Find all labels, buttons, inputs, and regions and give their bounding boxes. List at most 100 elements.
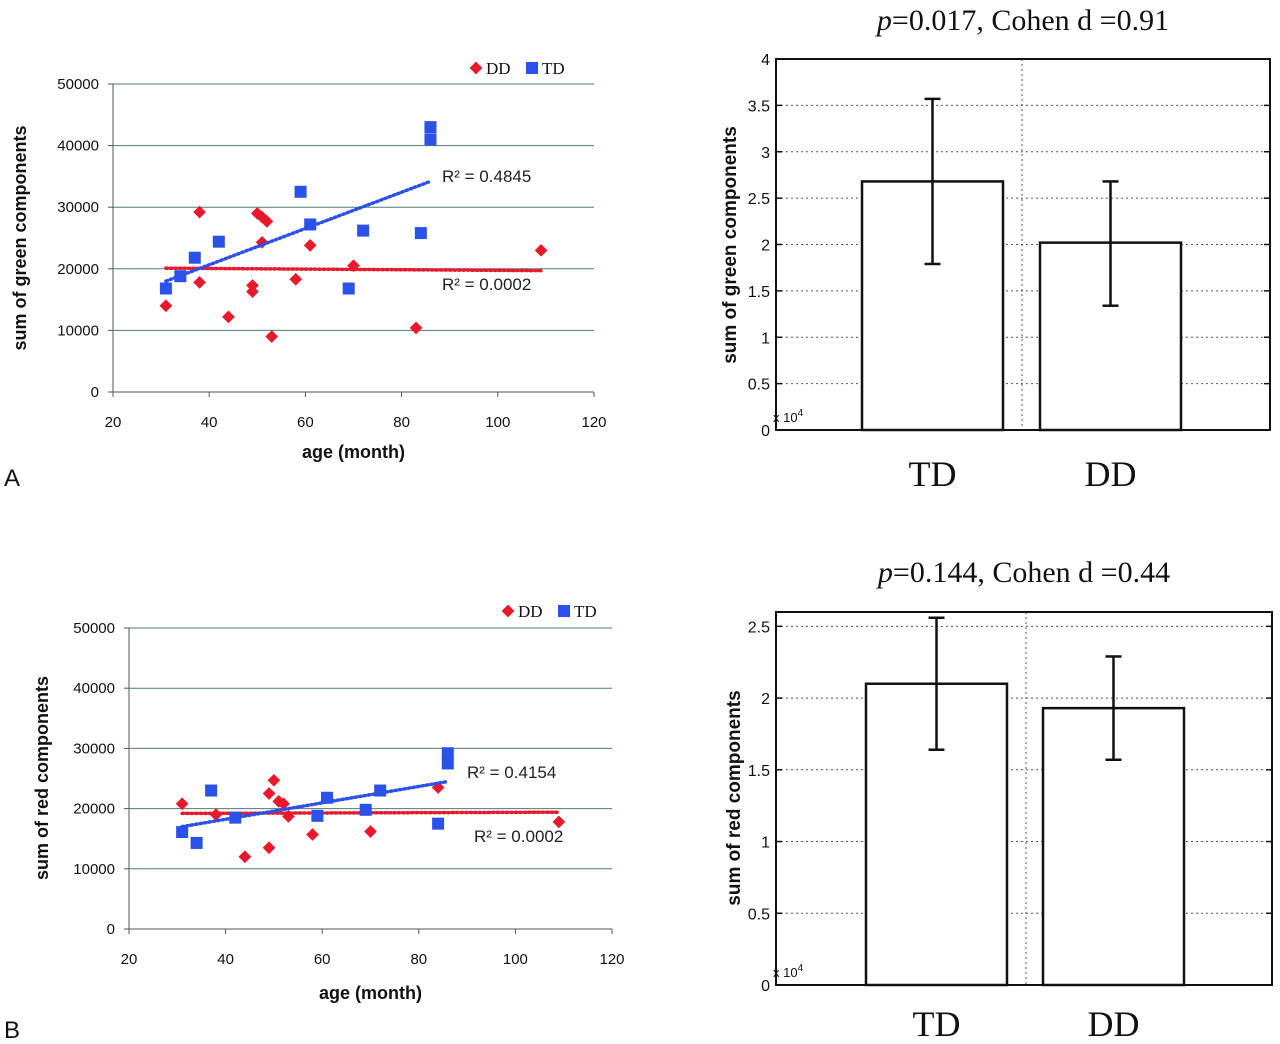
- data-point-td: [176, 826, 189, 839]
- x-tick-label: 40: [201, 414, 218, 431]
- y-axis-label: sum of red components: [724, 690, 745, 905]
- x-tick-label: 100: [485, 414, 510, 431]
- y-tick-label: 0.5: [748, 377, 770, 394]
- data-point-td: [159, 282, 172, 295]
- y-tick-label: 0: [107, 921, 115, 938]
- y-tick-label: 30000: [73, 740, 115, 757]
- legend-label-td: TD: [574, 602, 597, 621]
- data-point-td: [441, 757, 454, 770]
- data-point-td: [188, 251, 201, 264]
- data-point-dd: [246, 285, 259, 298]
- data-point-td: [441, 747, 454, 760]
- trendline-td: [180, 779, 450, 829]
- data-point-td: [424, 133, 437, 146]
- y-tick-label: 40000: [73, 680, 115, 697]
- trendline-label-dd: R² = 0.0002: [474, 827, 563, 846]
- data-point-dd: [222, 310, 235, 324]
- x-tick-label: 20: [121, 951, 138, 968]
- data-point-dd: [265, 330, 279, 343]
- data-point-dd: [159, 299, 173, 313]
- y-tick-label: 1: [761, 835, 770, 852]
- data-point-dd: [260, 215, 274, 228]
- title-p-symbol: p: [875, 4, 892, 37]
- y-axis-label: sum of green components: [10, 125, 30, 350]
- x-tick-label: 60: [314, 951, 331, 968]
- data-point-dd: [238, 850, 252, 864]
- y-tick-label: 1.5: [748, 763, 770, 780]
- y-tick-label: 0: [761, 423, 770, 440]
- x-axis-label: age (month): [319, 983, 422, 1003]
- data-point-td: [174, 270, 187, 283]
- x-tick-label: 120: [599, 951, 624, 968]
- y-tick-label: 3: [761, 145, 770, 162]
- data-point-dd: [267, 773, 281, 787]
- data-point-dd: [262, 787, 276, 800]
- data-point-td: [424, 121, 437, 134]
- data-point-dd: [209, 808, 223, 821]
- data-point-td: [229, 811, 242, 824]
- data-point-dd: [193, 275, 206, 289]
- chart-title: p=0.017, Cohen d =0.91: [875, 4, 1169, 37]
- x-tick-label: 40: [217, 951, 234, 968]
- data-point-td: [311, 809, 324, 822]
- bar-chart-red: p=0.144, Cohen d =0.44 0 0.5 1 1.5 2 2.5 TD DD x …: [724, 556, 1273, 1044]
- data-point-dd: [303, 239, 317, 252]
- y-tick-label: 50000: [57, 76, 99, 93]
- y-tick-label: 10000: [57, 322, 99, 339]
- legend-label-dd: DD: [486, 59, 511, 78]
- y-tick-label: 20000: [73, 801, 115, 818]
- plot-frame: [775, 58, 1271, 431]
- data-point-dd: [409, 321, 423, 335]
- legend: DD TD: [469, 59, 565, 78]
- x-tick-label: 80: [410, 951, 427, 968]
- scale-exponent: 4: [798, 963, 804, 974]
- legend-marker-td: [526, 62, 538, 74]
- scale-base: x 10: [773, 965, 798, 980]
- bar-chart-green: p=0.017, Cohen d =0.91 0 0.5 1 1.5 2 2.5 3 3.5 4 T…: [720, 4, 1271, 494]
- data-point-td: [357, 224, 370, 237]
- category-label-td: TD: [913, 1004, 961, 1044]
- title-p-symbol: p: [876, 556, 893, 589]
- data-point-dd: [289, 272, 303, 286]
- y-tick-label: 1: [761, 330, 770, 347]
- data-point-dd: [306, 828, 319, 841]
- y-axis-label: sum of green components: [720, 126, 741, 364]
- legend-marker-dd: [501, 604, 515, 618]
- trendline-label-td: R² = 0.4845: [442, 167, 531, 186]
- y-tick-label: 2.5: [748, 619, 770, 636]
- scale-factor-label: x 104: [773, 408, 804, 425]
- data-point-td: [190, 836, 203, 849]
- x-tick-label: 100: [503, 951, 528, 968]
- y-tick-label: 1.5: [748, 284, 770, 301]
- y-tick-label: 4: [761, 52, 770, 69]
- trendline-label-dd: R² = 0.0002: [442, 275, 531, 294]
- scale-exponent: 4: [798, 408, 804, 419]
- chart-title: p=0.144, Cohen d =0.44: [876, 556, 1170, 589]
- y-tick-label: 2: [761, 691, 770, 708]
- scatter-chart-green: 0 10000 20000 30000 40000 50000 20 40 60 80 100 120…: [10, 59, 607, 462]
- category-label-dd: DD: [1088, 1004, 1140, 1044]
- data-point-td: [432, 817, 445, 830]
- y-tick-label: 0: [91, 384, 99, 401]
- legend: DD TD: [501, 602, 597, 621]
- plot-frame: [775, 611, 1273, 986]
- scatter-chart-red: 0 10000 20000 30000 40000 50000 20 40 60 80 100 120…: [32, 602, 625, 1003]
- data-point-dd: [193, 205, 206, 219]
- data-point-td: [294, 185, 307, 198]
- trendline-td: [164, 179, 433, 283]
- panel-label-a: A: [4, 465, 20, 492]
- legend-marker-dd: [469, 61, 483, 75]
- x-tick-label: 80: [393, 414, 410, 431]
- data-point-dd: [262, 841, 276, 855]
- category-label-dd: DD: [1085, 454, 1137, 494]
- x-tick-label: 120: [581, 414, 606, 431]
- y-axis-label: sum of red components: [32, 676, 52, 880]
- y-tick-label: 0.5: [748, 906, 770, 923]
- legend-marker-td: [558, 605, 570, 617]
- x-tick-label: 20: [105, 414, 122, 431]
- trendline-label-td: R² = 0.4154: [467, 763, 556, 782]
- data-point-dd: [347, 259, 360, 273]
- data-point-td: [374, 784, 387, 797]
- x-axis-label: age (month): [302, 442, 405, 462]
